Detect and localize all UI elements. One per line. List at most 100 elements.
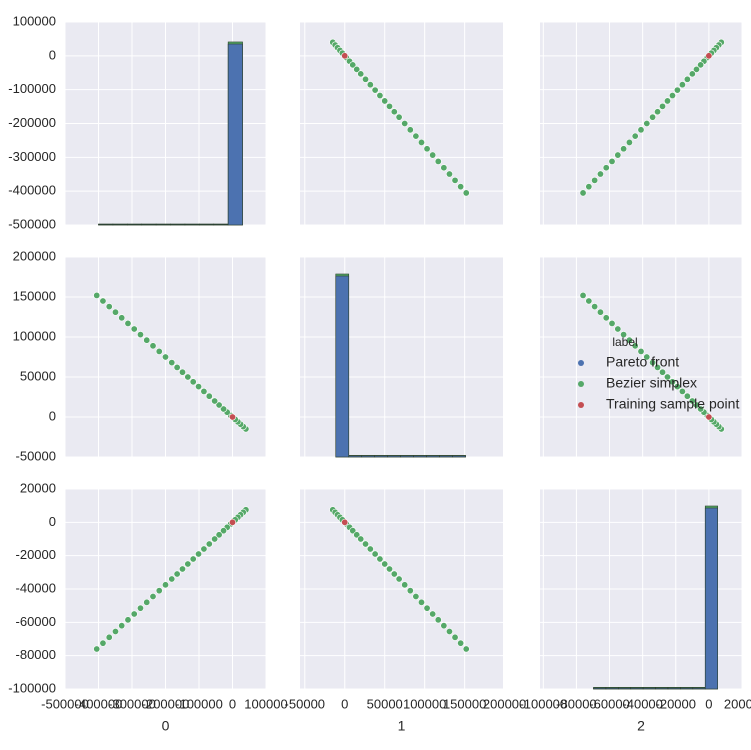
y-tick-label: -400000 [8, 183, 56, 198]
scatter-point [149, 592, 157, 600]
x-tick-label: -200000 [142, 696, 190, 711]
scatter-point [423, 145, 431, 153]
scatter-point [451, 176, 459, 184]
scatter-point [417, 598, 425, 606]
histogram-bar [452, 455, 466, 458]
histogram-bar [199, 224, 215, 226]
scatter-point [663, 97, 671, 105]
scatter-point [643, 120, 651, 128]
scatter-point [602, 164, 610, 172]
scatter-point [341, 518, 349, 526]
histogram-bar [593, 687, 607, 690]
scatter-point [353, 531, 361, 539]
histogram-bar [127, 224, 143, 226]
scatter-point [673, 383, 681, 391]
scatter-point [683, 75, 691, 83]
scatter-point [602, 314, 610, 322]
x-axis-label: 1 [398, 718, 406, 734]
scatter-point [596, 170, 604, 178]
panel-background [540, 257, 742, 457]
scatter-point [462, 189, 470, 197]
scatter-point [111, 627, 119, 635]
scatter-point [579, 291, 587, 299]
y-tick-label: 20000 [20, 480, 56, 495]
scatter-point [412, 592, 420, 600]
scatter-point [215, 531, 223, 539]
scatter-point [93, 645, 101, 653]
scatter-point [200, 545, 208, 553]
scatter-point [386, 565, 394, 573]
scatter-point [173, 363, 181, 371]
x-tick-label: 0 [341, 696, 348, 711]
scatter-point [362, 75, 370, 83]
scatter-point [105, 303, 113, 311]
scatter-point [596, 308, 604, 316]
scatter-point [155, 587, 163, 595]
histogram-bar [667, 687, 681, 690]
scatter-point [215, 401, 223, 409]
x-tick-label: 0 [229, 696, 236, 711]
histogram-bar [170, 224, 186, 226]
scatter-point [688, 70, 696, 78]
scatter-point [124, 616, 132, 624]
y-tick-label: -20000 [16, 547, 56, 562]
panel [64, 488, 267, 690]
panel [540, 256, 743, 458]
y-tick-label: -80000 [16, 647, 56, 662]
y-tick-label: 0 [49, 514, 56, 529]
x-tick-label: -20000 [656, 696, 696, 711]
scatter-point [643, 353, 651, 361]
scatter-point [429, 610, 437, 618]
scatter-point [625, 336, 633, 344]
scatter-point [440, 164, 448, 172]
scatter-point [220, 527, 228, 535]
x-tick-label: -400000 [75, 696, 123, 711]
panel-background [300, 257, 503, 457]
y-tick-label: -100000 [8, 81, 56, 96]
scatter-point [663, 373, 671, 381]
scatter-point [371, 86, 379, 94]
scatter-point [200, 387, 208, 395]
scatter-point [637, 347, 645, 355]
y-tick-label: -200000 [8, 115, 56, 130]
scatter-point [357, 535, 365, 543]
scatter-point [381, 97, 389, 105]
scatter-point [668, 92, 676, 100]
scatter-point [631, 132, 639, 140]
scatter-point [692, 65, 700, 73]
x-tick-label: 100000 [403, 696, 446, 711]
scatter-point [353, 65, 361, 73]
scatter-point [178, 565, 186, 573]
scatter-point [136, 604, 144, 612]
scatter-point [362, 540, 370, 548]
y-tick-label: -60000 [16, 614, 56, 629]
x-tick-label: 50000 [367, 696, 403, 711]
scatter-point [130, 610, 138, 618]
scatter-point [591, 303, 599, 311]
panel [300, 21, 506, 226]
scatter-point [371, 550, 379, 558]
legend-marker [578, 402, 584, 408]
scatter-point [678, 81, 686, 89]
scatter-point [631, 342, 639, 350]
scatter-point [390, 570, 398, 578]
scatter-point [668, 378, 676, 386]
scatter-point [390, 108, 398, 116]
y-tick-label: 100000 [13, 328, 56, 343]
histogram-bar [112, 224, 128, 226]
scatter-point [111, 308, 119, 316]
y-tick-label: 0 [49, 47, 56, 62]
histogram-bar [361, 455, 376, 458]
scatter-point [579, 189, 587, 197]
panel [300, 488, 506, 690]
scatter-point [585, 297, 593, 305]
scatter-point [625, 138, 633, 146]
scatter-point [118, 622, 126, 630]
scatter-point [451, 633, 459, 641]
histogram-bar [141, 224, 157, 226]
scatter-point [136, 331, 144, 339]
histogram-bar [655, 687, 669, 690]
legend-label: Training sample point [606, 396, 739, 412]
scatter-point [220, 405, 228, 413]
